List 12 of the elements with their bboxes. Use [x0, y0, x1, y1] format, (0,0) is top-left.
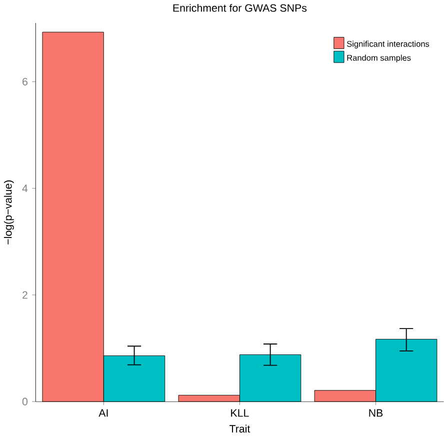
y-tick-label: 4: [22, 184, 28, 192]
x-axis-title: Trait: [229, 424, 250, 433]
legend-label: Significant interactions: [346, 40, 430, 49]
x-tick-label: KLL: [231, 410, 249, 417]
x-tick-label: AI: [98, 410, 108, 417]
chart-title: Enrichment for GWAS SNPs: [173, 4, 307, 12]
x-tick-label: NB: [369, 410, 383, 417]
y-tick-label: 0: [22, 398, 28, 406]
y-axis-title: −log(p−value): [4, 180, 14, 245]
y-tick-label: 6: [22, 78, 28, 86]
legend-label: Random samples: [347, 54, 411, 63]
y-tick-label: 2: [22, 291, 28, 299]
